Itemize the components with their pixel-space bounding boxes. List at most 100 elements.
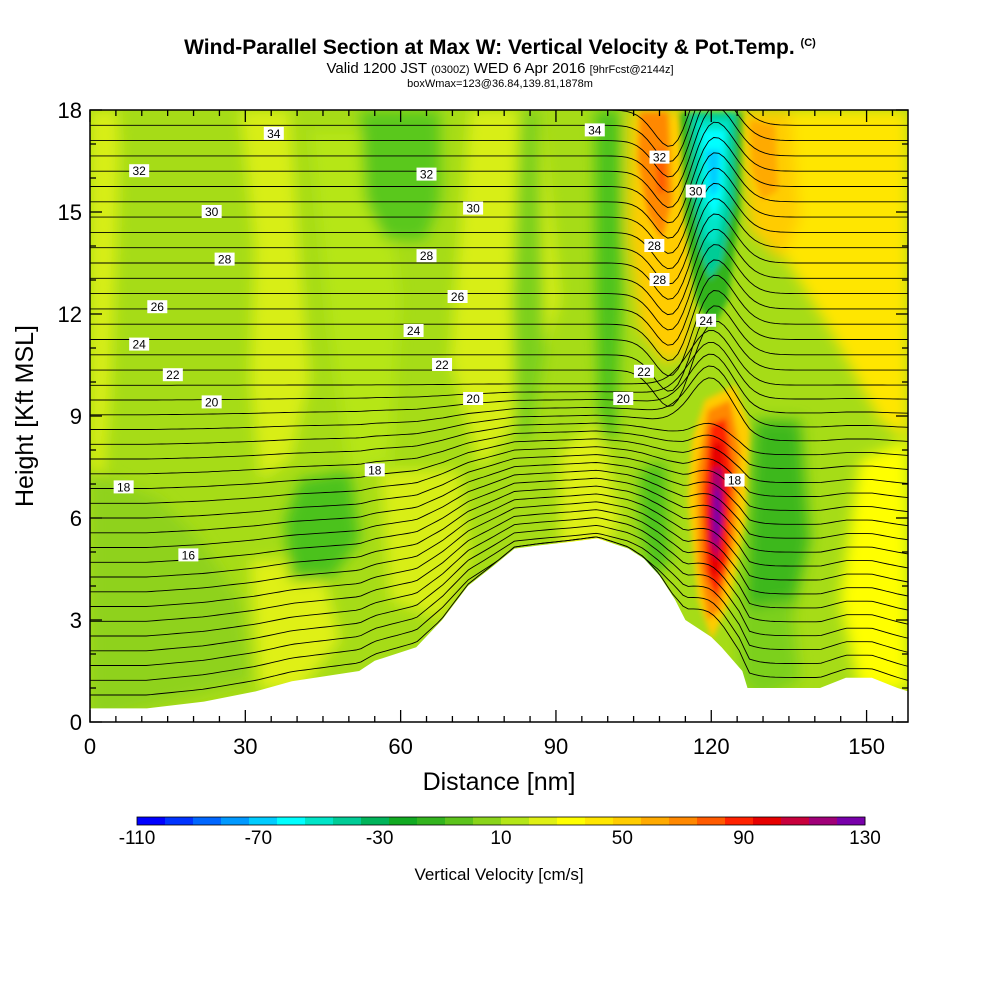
- colorbar-swatch: [221, 817, 250, 825]
- contour-label: 30: [685, 184, 706, 199]
- contour-label-text: 30: [689, 185, 703, 199]
- contour-label-text: 16: [182, 548, 196, 562]
- contour-label-text: 34: [267, 127, 281, 141]
- colorbar-swatch: [781, 817, 810, 825]
- theta-contour-line: [90, 501, 908, 607]
- contour-label: 32: [129, 164, 150, 178]
- x-tick-label: 90: [544, 734, 568, 759]
- contour-label: 30: [201, 205, 222, 219]
- y-tick-label: 18: [58, 98, 82, 123]
- theta-contour-line: [90, 532, 908, 666]
- theta-contour-line: [90, 438, 908, 489]
- colorbar-tick-label: 10: [490, 828, 511, 849]
- theta-contour-line: [90, 305, 908, 392]
- contour-label: 34: [584, 123, 605, 137]
- colorbar-swatch: [557, 817, 586, 825]
- colorbar-swatch: [333, 817, 362, 825]
- colorbar-swatch: [613, 817, 642, 825]
- colorbar-swatch: [641, 817, 670, 825]
- contour-label: 18: [724, 473, 745, 488]
- colorbar-swatch: [473, 817, 502, 825]
- colorbar-swatch: [753, 817, 782, 825]
- contour-label: 18: [364, 463, 385, 477]
- colorbar-swatch: [305, 817, 334, 825]
- contour-label: 28: [644, 239, 665, 253]
- theta-contour-line: [90, 365, 908, 430]
- contour-label-text: 20: [205, 395, 219, 409]
- contour-label-text: 30: [466, 202, 480, 216]
- theta-contour-line: [90, 228, 908, 316]
- y-tick-label: 3: [70, 608, 82, 633]
- contour-label: 18: [113, 480, 134, 494]
- y-tick-label: 9: [70, 404, 82, 429]
- contour-label: 28: [649, 273, 670, 287]
- contour-label: 30: [463, 201, 484, 216]
- contour-label-text: 24: [407, 324, 421, 338]
- theta-contour-line: [90, 430, 908, 475]
- theta-contour-line: [90, 462, 908, 534]
- theta-contour-line: [90, 110, 908, 163]
- contour-label-text: 22: [435, 358, 449, 372]
- contour-label-text: 32: [133, 164, 147, 178]
- colorbar-swatch: [389, 817, 418, 825]
- contour-label-text: 28: [653, 273, 667, 287]
- contour-label-text: 28: [648, 239, 662, 253]
- colorbar-swatch: [361, 817, 390, 825]
- contour-label: 34: [263, 126, 284, 141]
- theta-contour-line: [90, 353, 908, 416]
- axis-ticks: [89, 109, 908, 723]
- colorbar: [136, 816, 866, 826]
- contour-label-text: 34: [588, 123, 602, 137]
- contour-label: 20: [463, 392, 484, 406]
- contour-label-text: 26: [151, 300, 165, 314]
- theta-contour-line: [90, 477, 908, 563]
- contour-label: 20: [613, 392, 634, 406]
- contour-label: 28: [416, 249, 437, 263]
- colorbar-tick-label: 90: [733, 828, 754, 849]
- colorbar-swatch: [585, 817, 614, 825]
- contour-label-text: 18: [117, 480, 131, 494]
- contour-label: 22: [633, 364, 654, 379]
- x-tick-label: 150: [848, 734, 885, 759]
- colorbar-swatch: [809, 817, 838, 825]
- colorbar-tick-label: -110: [119, 828, 156, 849]
- x-tick-label: 30: [233, 734, 257, 759]
- contour-label-text: 32: [653, 151, 667, 165]
- colorbar-tick-label: -70: [245, 828, 272, 849]
- contour-label: 24: [403, 324, 424, 338]
- theta-contour-line: [90, 290, 908, 377]
- contour-label-text: 20: [466, 392, 480, 406]
- terrain-mask: [90, 538, 908, 723]
- theta-contour-line: [90, 485, 908, 578]
- theta-contour-line: [90, 244, 908, 331]
- colorbar-tick-label: 130: [849, 828, 881, 849]
- colorbar-swatch: [725, 817, 754, 825]
- contour-label: 16: [178, 548, 199, 562]
- y-tick-label: 0: [70, 710, 82, 735]
- colorbar-tick-labels: -110 -70 -30 10 50 90 130: [119, 828, 881, 849]
- theta-contour-line: [90, 377, 908, 445]
- theta-contour-line: [90, 330, 908, 386]
- theta-contour-line: [90, 167, 908, 254]
- theta-contours: [90, 110, 908, 696]
- theta-contour-line: [90, 341, 908, 401]
- contour-label: 32: [416, 167, 437, 182]
- contour-label-text: 22: [166, 368, 180, 382]
- theta-contour-line: [90, 259, 908, 346]
- theta-contour-line: [90, 152, 908, 239]
- contour-label: 26: [147, 300, 168, 314]
- theta-contour-line: [90, 524, 908, 652]
- chart-subtitle: Valid 1200 JST (0300Z) WED 6 Apr 2016 [9…: [326, 60, 674, 77]
- colorbar-swatch: [669, 817, 698, 825]
- contour-label-text: 28: [420, 249, 434, 263]
- theta-contour-line: [90, 320, 908, 407]
- colorbar-swatch: [249, 817, 278, 825]
- chart-title: Wind-Parallel Section at Max W: Vertical…: [184, 36, 816, 59]
- colorbar-swatch: [193, 817, 222, 825]
- theta-contour-line: [90, 469, 908, 548]
- colorbar-swatch: [837, 817, 866, 825]
- contour-label: 22: [162, 368, 183, 382]
- theta-contour-line: [90, 446, 908, 504]
- colorbar-swatch: [165, 817, 194, 825]
